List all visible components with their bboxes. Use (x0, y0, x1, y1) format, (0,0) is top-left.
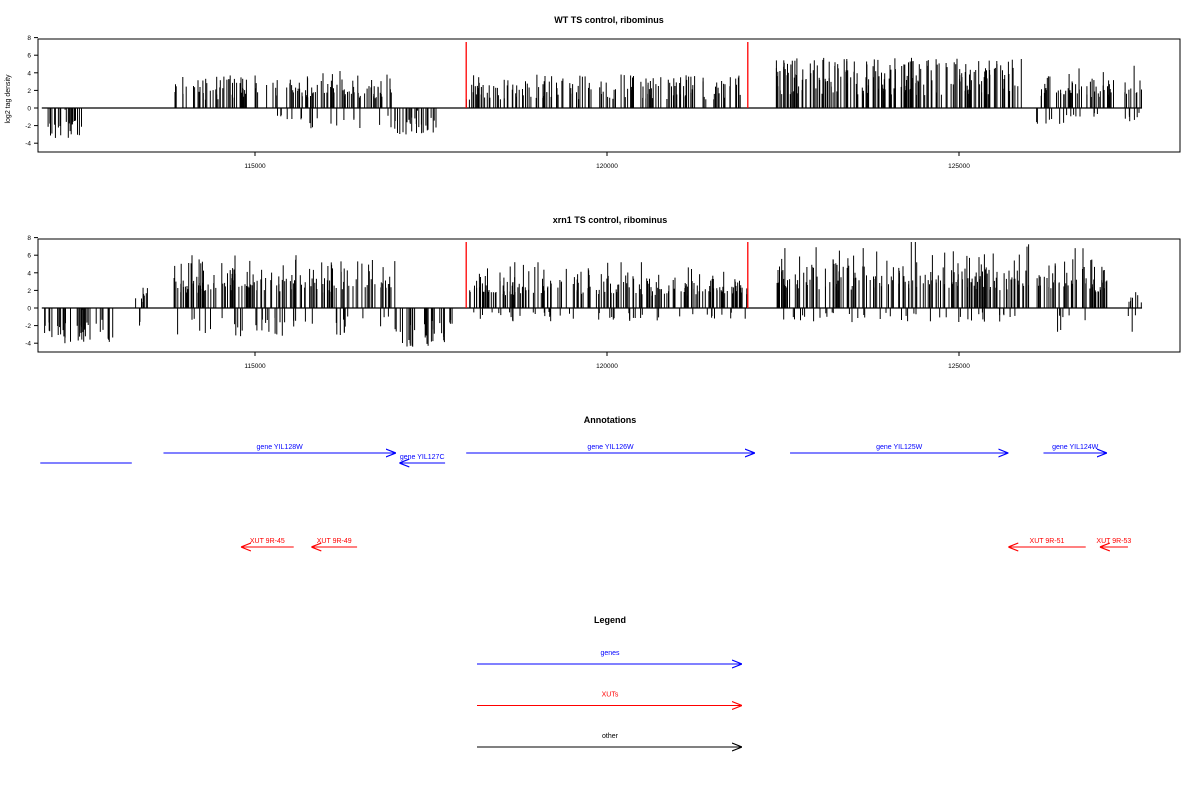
panel-xrn1: xrn1 TS control, ribominus 8 6 4 2 0 -2 -4 115… (25, 215, 1181, 370)
x-tick-label: 120000 (596, 363, 618, 370)
panel-xrn1-markers (465, 242, 749, 308)
panel-wt-markers (465, 42, 749, 108)
gene-arrow-label: gene YIL126W (587, 444, 634, 451)
panel-wt-bars (41, 57, 1143, 138)
x-tick-label: 120000 (596, 163, 618, 170)
panel-wt-y-axis: 8 6 4 2 0 -2 -4 (25, 35, 38, 148)
y-tick-label: -2 (25, 123, 31, 130)
annotation-xuts: XUT 9R-45 XUT 9R-49 XUT 9R-51 XUT 9R-53 (240, 538, 1131, 547)
legend-title: Legend (594, 615, 626, 625)
panel-wt: WT TS control, ribominus log2 tag densit… (5, 15, 1181, 170)
annotations-title: Annotations (584, 415, 637, 425)
y-tick-label: 4 (27, 270, 31, 277)
y-tick-label: 0 (27, 306, 31, 313)
legend-label: genes (600, 650, 620, 657)
panel-xrn1-frame (37, 238, 1181, 353)
panel-xrn1-y-axis: 8 6 4 2 0 -2 -4 (25, 235, 38, 348)
legend-label: XUTs (602, 692, 619, 699)
y-tick-label: -2 (25, 323, 31, 330)
xut-arrow-label: XUT 9R-45 (250, 538, 285, 545)
panel-wt-title: WT TS control, ribominus (554, 15, 664, 25)
xut-arrow-label: XUT 9R-49 (317, 538, 352, 545)
legend-panel: Legend genes XUTs other (477, 615, 742, 747)
y-tick-label: 8 (27, 35, 31, 42)
y-tick-label: 6 (27, 253, 31, 260)
panel-xrn1-title: xrn1 TS control, ribominus (553, 215, 668, 225)
y-tick-label: 4 (27, 70, 31, 77)
y-tick-label: 2 (27, 288, 31, 295)
annotation-genes: gene YIL128W gene YIL127C gene YIL126W gene… (40, 444, 1107, 463)
y-tick-label: -4 (25, 341, 31, 348)
xut-arrow-label: XUT 9R-51 (1030, 538, 1065, 545)
y-tick-label: 6 (27, 53, 31, 60)
panel-wt-ylabel: log2 tag density (5, 74, 12, 124)
gene-arrow-label: gene YIL128W (257, 444, 304, 451)
gene-arrow-label: gene YIL125W (876, 444, 923, 451)
x-tick-label: 115000 (244, 363, 266, 370)
panel-wt-x-axis: 115000 120000 125000 (244, 152, 970, 170)
gene-arrow-label: gene YIL127C (400, 454, 445, 461)
xut-arrow-label: XUT 9R-53 (1096, 538, 1131, 545)
gene-arrow-label: gene YIL124W (1052, 444, 1099, 451)
panel-xrn1-x-axis: 115000 120000 125000 (244, 352, 970, 370)
x-tick-label: 125000 (948, 163, 970, 170)
panel-wt-frame (37, 38, 1181, 153)
x-tick-label: 125000 (948, 363, 970, 370)
y-tick-label: 0 (27, 106, 31, 113)
x-tick-label: 115000 (244, 163, 266, 170)
y-tick-label: -4 (25, 141, 31, 148)
y-tick-label: 8 (27, 235, 31, 242)
y-tick-label: 2 (27, 88, 31, 95)
legend-label: other (602, 733, 619, 740)
legend-items: genes XUTs other (477, 650, 742, 747)
panel-xrn1-bars (41, 242, 1143, 347)
